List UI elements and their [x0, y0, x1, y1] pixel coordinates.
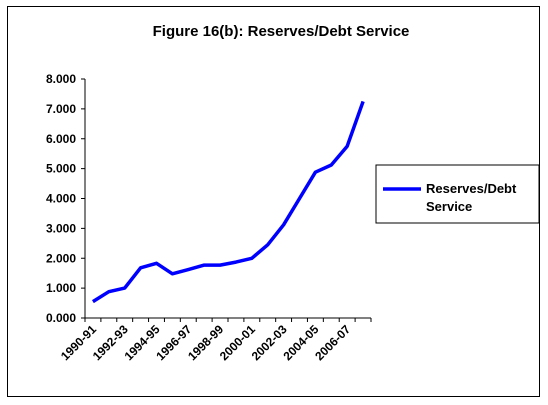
- y-tick-label: 3.000: [46, 221, 76, 235]
- legend-box: [375, 164, 540, 224]
- y-tick-label: 6.000: [46, 132, 76, 146]
- chart-title: Figure 16(b): Reserves/Debt Service: [153, 23, 410, 40]
- y-tick-label: 8.000: [46, 72, 76, 86]
- legend-label: Service: [426, 199, 472, 214]
- y-tick-label: 1.000: [46, 281, 76, 295]
- x-tick-label: 2006-07: [312, 322, 353, 363]
- legend-label: Reserves/Debt: [426, 181, 517, 196]
- chart-frame: Figure 16(b): Reserves/Debt Service 0.00…: [7, 6, 540, 397]
- legend: Reserves/Debt Service: [375, 164, 540, 224]
- y-tick-label: 2.000: [46, 251, 76, 265]
- chart-svg: Figure 16(b): Reserves/Debt Service 0.00…: [46, 23, 540, 363]
- y-tick-label: 5.000: [46, 162, 76, 176]
- y-tick-label: 7.000: [46, 102, 76, 116]
- y-tick-label: 4.000: [46, 192, 76, 206]
- y-tick-label: 0.000: [46, 311, 76, 325]
- series-line: [91, 100, 365, 304]
- plot-area: 0.000 1.000 2.000 3.000 4.000 5.000 6.000 7.000…: [46, 72, 372, 363]
